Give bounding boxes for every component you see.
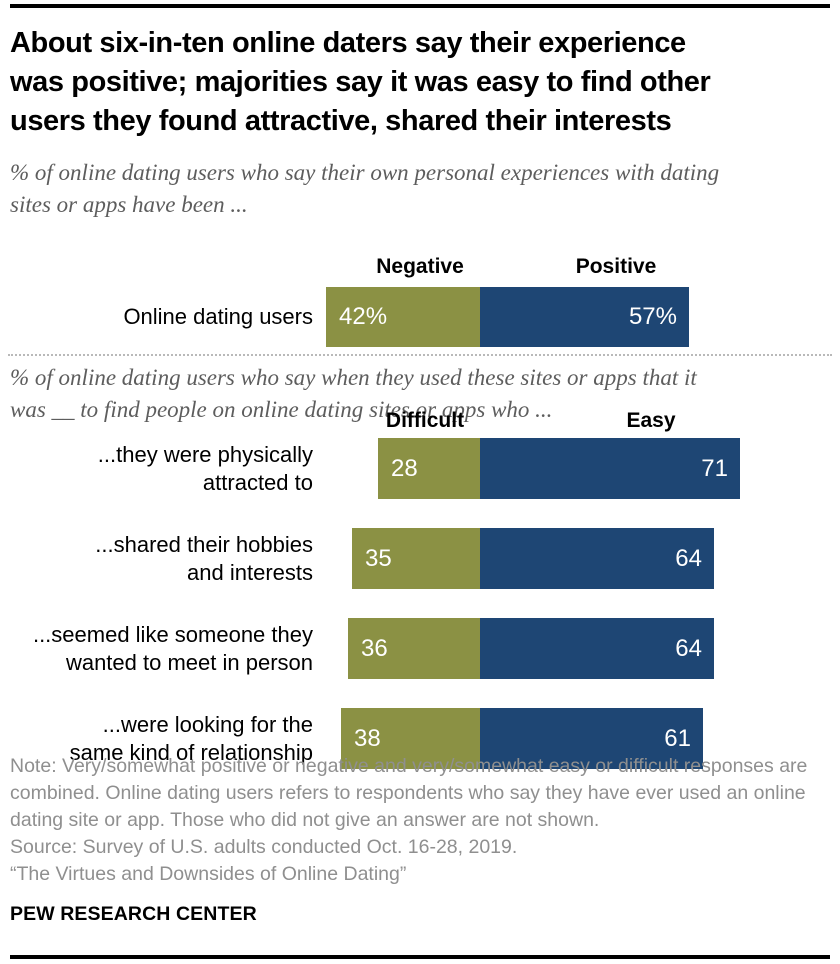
bar-segment-positive: 57% [480,287,689,347]
row-label: ...shared their hobbies and interests [0,528,313,589]
title-line-2: was positive; majorities say it was easy… [10,66,711,98]
bar-value-difficult: 28 [391,454,418,482]
row-label-line-2: wanted to meet in person [65,649,313,675]
bar-segment-difficult: 36 [348,618,480,679]
row-label-line-1: ...were looking for the [102,711,313,737]
row-label-line-1: ...they were physically [97,441,313,467]
bar-row-shared-hobbies: ...shared their hobbies and interests 35… [0,528,840,589]
legend-easy: Easy [626,409,676,432]
row-label-line-1: ...seemed like someone they [32,621,313,647]
legend-difficult: Difficult [385,409,465,432]
bar-segment-difficult: 35 [352,528,480,589]
row-label-line-2: and interests [187,559,313,585]
row-label-line-1: ...shared their hobbies [95,531,313,557]
subtitle2-line-1: % of online dating users who say when th… [10,365,697,390]
bar-row-online-dating-users: Online dating users 42% 57% [0,287,840,347]
row-label-line-2: attracted to [202,469,313,495]
title-line-3: users they found attractive, shared thei… [10,105,672,137]
note-block: Note: Very/somewhat positive or negative… [10,753,834,888]
bar-value-easy: 64 [675,634,702,662]
source-text: Source: Survey of U.S. adults conducted … [10,836,518,858]
row-label: Online dating users [123,304,313,329]
footer-wordmark: PEW RESEARCH CENTER [10,903,257,925]
bar-value-easy: 71 [701,454,728,482]
subtitle1-line-1: % of online dating users who say their o… [10,160,720,185]
bar-value-difficult: 36 [361,634,388,662]
chart-title: About six-in-ten online daters say their… [10,24,832,141]
title-line-1: About six-in-ten online daters say their… [10,27,686,59]
bottom-rule [10,955,830,959]
chart2-subtitle: % of online dating users who say when th… [10,362,832,426]
bar-row-meet-in-person: ...seemed like someone they wanted to me… [0,618,840,679]
bar-segment-easy: 64 [480,528,714,589]
note-text: Note: Very/somewhat positive or negative… [10,755,808,831]
bar-value-difficult: 35 [365,544,392,572]
bar-segment-easy: 61 [480,708,703,769]
dotted-divider [8,354,832,356]
row-label: ...were looking for the same kind of rel… [0,708,313,769]
row-label-line-2: same kind of relationship [69,739,313,765]
subtitle2-line-2: was __ to find people on online dating s… [10,397,553,422]
legend-negative: Negative [376,255,464,278]
bar-segment-easy: 71 [480,438,740,499]
bar-row-physically-attracted: ...they were physically attracted to 28 … [0,438,840,499]
top-rule [10,4,830,8]
bar-segment-negative: 42% [326,287,480,347]
bar-value-positive: 57% [628,303,677,330]
chart1-subtitle: % of online dating users who say their o… [10,157,832,221]
bar-row-same-relationship: ...were looking for the same kind of rel… [0,708,840,769]
bar-segment-easy: 64 [480,618,714,679]
subtitle1-line-2: sites or apps have been ... [10,192,248,217]
row-label: ...seemed like someone they wanted to me… [0,618,313,679]
bar-value-difficult: 38 [354,724,381,752]
bar-value-easy: 64 [675,544,702,572]
row-label: ...they were physically attracted to [0,438,313,499]
legend-positive: Positive [575,255,657,278]
bar-segment-difficult: 28 [378,438,480,499]
bar-segment-difficult: 38 [341,708,480,769]
quote-text: “The Virtues and Downsides of Online Dat… [10,863,407,885]
bar-value-negative: 42% [339,303,388,330]
bar-value-easy: 61 [664,724,691,752]
